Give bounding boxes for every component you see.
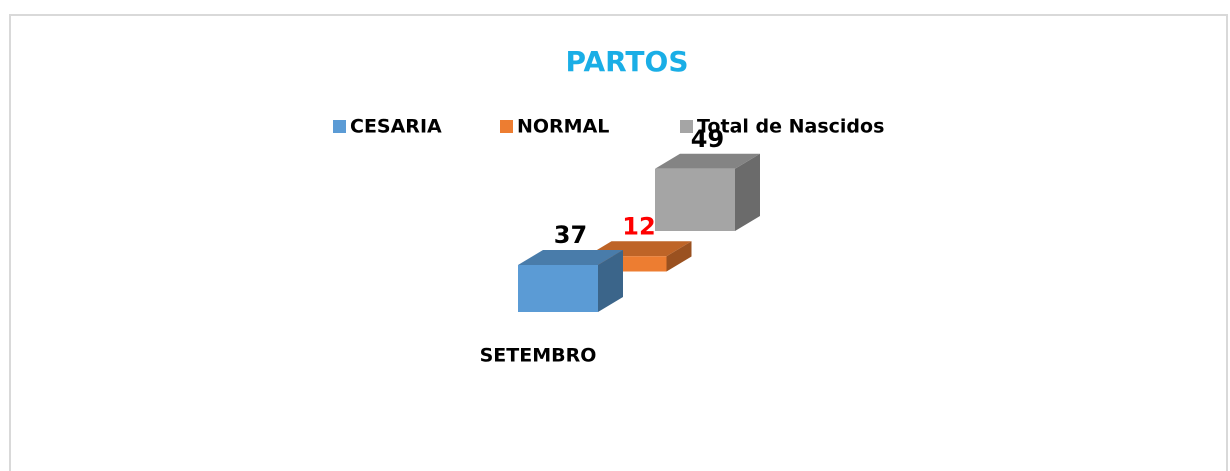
bar-top: [655, 153, 760, 169]
bar-front: [518, 265, 598, 312]
data-label: 37: [554, 221, 587, 249]
legend-swatch: [333, 120, 346, 133]
legend-swatch: [500, 120, 513, 133]
bar: [518, 250, 623, 312]
bar-side: [598, 250, 623, 312]
data-label: 12: [622, 212, 655, 240]
x-tick-label: SETEMBRO: [480, 345, 597, 367]
bar-side: [735, 153, 760, 231]
data-label: 49: [691, 125, 724, 153]
bar-side: [666, 241, 692, 272]
legend-label: CESARIA: [350, 116, 442, 138]
bar: [655, 153, 760, 231]
bar-front: [655, 168, 735, 231]
chart-title: PARTOS: [566, 45, 689, 78]
legend-label: Total de Nascidos: [697, 116, 884, 138]
legend-swatch: [680, 120, 693, 133]
legend-label: NORMAL: [517, 116, 609, 138]
bar-top: [518, 250, 623, 266]
